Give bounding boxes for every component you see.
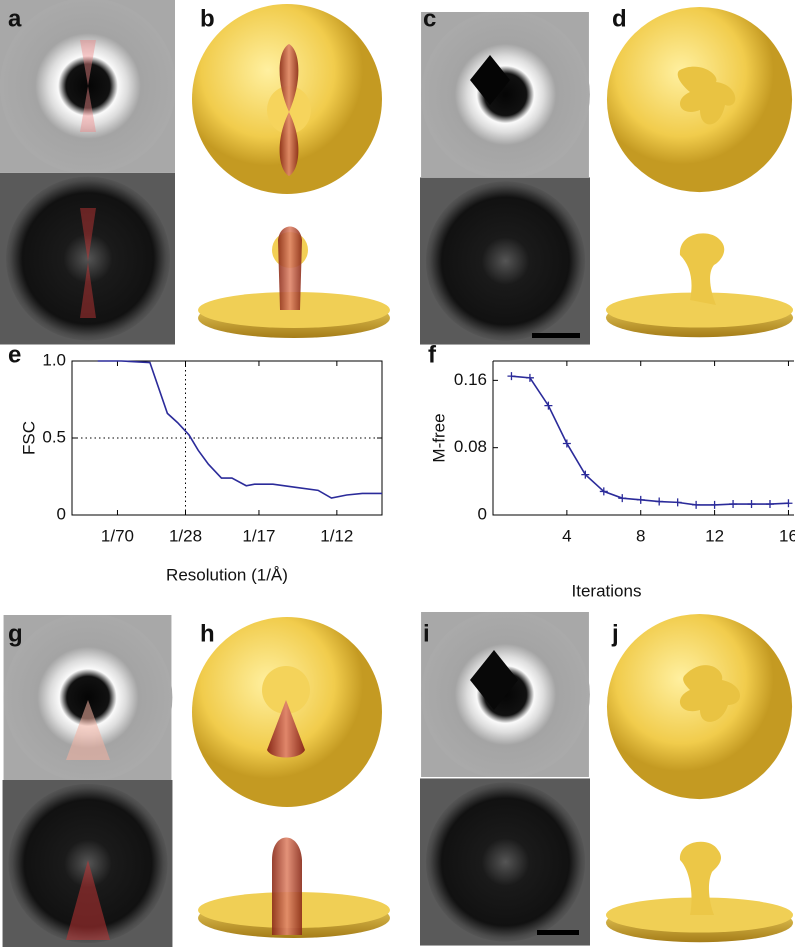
panel-label: b bbox=[200, 5, 215, 32]
y-axis-label: M-free bbox=[429, 413, 448, 462]
x-axis-label: Resolution (1/Å) bbox=[166, 565, 288, 584]
x-tick-label: 1/12 bbox=[320, 526, 353, 545]
x-tick-label: 1/28 bbox=[169, 526, 202, 545]
data-point bbox=[748, 500, 756, 508]
x-axis-label: Iterations bbox=[572, 581, 642, 600]
data-point bbox=[637, 496, 645, 504]
y-tick-label: 0.5 bbox=[42, 427, 66, 446]
x-tick-label: 1/17 bbox=[242, 526, 275, 545]
panel-label: a bbox=[8, 5, 22, 32]
data-line bbox=[511, 376, 788, 505]
figure: a b c d e f g h i j 0 0.5 1.0 1/70 1/28 1/17 1… bbox=[0, 0, 795, 947]
data-point bbox=[674, 498, 682, 506]
y-tick-label: 1.0 bbox=[42, 350, 66, 369]
x-tick-label: 1/70 bbox=[101, 526, 134, 545]
x-tick-label: 16 bbox=[779, 526, 795, 545]
data-point bbox=[507, 372, 515, 380]
data-line bbox=[98, 361, 382, 498]
data-point bbox=[766, 500, 774, 508]
panel-label: f bbox=[428, 341, 437, 368]
data-point bbox=[692, 501, 700, 509]
panel-label: g bbox=[8, 620, 23, 647]
data-point bbox=[729, 500, 737, 508]
y-tick-label: 0.08 bbox=[454, 437, 487, 456]
panel-label: e bbox=[8, 341, 21, 368]
y-tick-label: 0.16 bbox=[454, 370, 487, 389]
x-tick-label: 8 bbox=[636, 526, 645, 545]
data-point bbox=[563, 439, 571, 447]
x-tick-label: 4 bbox=[562, 526, 571, 545]
panel-label: d bbox=[612, 5, 627, 32]
y-tick-label: 0 bbox=[57, 504, 66, 523]
panel-label: c bbox=[423, 5, 436, 32]
data-point bbox=[784, 499, 792, 507]
y-axis-label: FSC bbox=[19, 421, 38, 455]
y-tick-label: 0 bbox=[478, 504, 487, 523]
panel-label: h bbox=[200, 620, 215, 647]
panel-label: j bbox=[611, 620, 619, 647]
x-tick-label: 12 bbox=[705, 526, 724, 545]
axis-frame bbox=[493, 361, 794, 515]
images bbox=[0, 0, 793, 947]
data-point bbox=[655, 498, 663, 506]
data-point bbox=[618, 494, 626, 502]
data-point bbox=[711, 501, 719, 509]
panel-label: i bbox=[423, 620, 430, 647]
